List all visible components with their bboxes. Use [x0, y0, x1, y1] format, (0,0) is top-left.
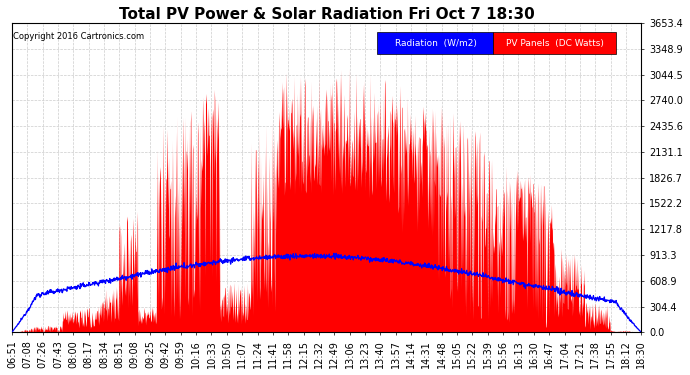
Text: Radiation  (W/m2): Radiation (W/m2)	[395, 39, 476, 48]
FancyBboxPatch shape	[377, 32, 493, 54]
Title: Total PV Power & Solar Radiation Fri Oct 7 18:30: Total PV Power & Solar Radiation Fri Oct…	[119, 7, 535, 22]
FancyBboxPatch shape	[493, 32, 616, 54]
Text: PV Panels  (DC Watts): PV Panels (DC Watts)	[506, 39, 604, 48]
Text: Copyright 2016 Cartronics.com: Copyright 2016 Cartronics.com	[12, 32, 144, 41]
